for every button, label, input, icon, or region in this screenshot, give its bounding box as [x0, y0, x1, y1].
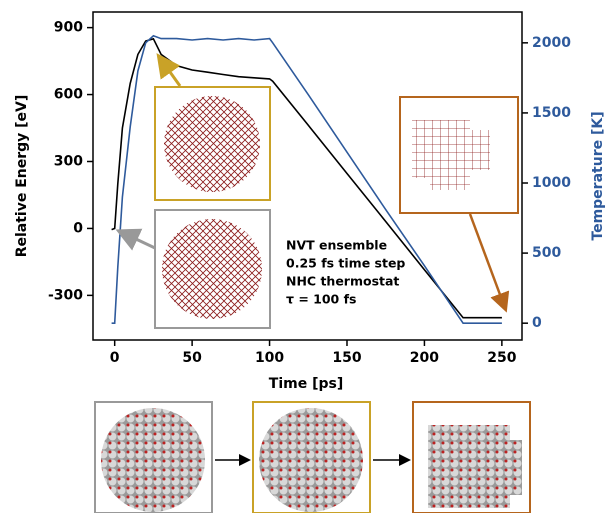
annotation: NHC thermostat	[286, 274, 399, 289]
data-line	[111, 34, 502, 324]
y-tick-label: 0	[73, 220, 83, 236]
x-tick-label: 0	[110, 350, 120, 366]
y-tick-label: 300	[54, 153, 83, 169]
y2-axis-title: Temperature [K]	[590, 111, 606, 240]
arrow	[156, 53, 182, 87]
x-tick-label: 250	[487, 350, 516, 366]
structure-image	[164, 96, 260, 192]
x-tick-label: 50	[182, 350, 202, 366]
y-tick-label: 600	[54, 87, 83, 103]
arrow	[115, 228, 156, 251]
y2-tick-label: 1500	[532, 105, 571, 121]
snapshot-image	[101, 408, 205, 512]
x-tick-label: 100	[255, 350, 284, 366]
x-tick-label: 200	[410, 350, 439, 366]
annotation: τ = 100 fs	[286, 292, 356, 307]
x-tick-label: 150	[332, 350, 361, 366]
insets: NVT ensemble 0.25 fs time step NHC therm…	[115, 53, 519, 329]
arrow	[468, 213, 510, 313]
y2-tick-label: 2000	[532, 35, 571, 51]
plot-area: Time [ps] Relative Energy [eV] Temperatu…	[14, 11, 606, 392]
y-tick-label: 900	[54, 20, 83, 36]
structure-image	[162, 219, 262, 319]
data-line	[111, 37, 502, 319]
y2-tick-label: 500	[532, 245, 561, 261]
snapshot-image	[428, 425, 522, 508]
y2-tick-label: 0	[532, 315, 542, 331]
snapshots	[94, 401, 531, 513]
annotation: NVT ensemble	[286, 238, 387, 253]
plot-frame	[92, 11, 523, 341]
structure-image	[412, 120, 490, 190]
x-axis-title: Time [ps]	[269, 376, 343, 392]
y2-tick-label: 1000	[532, 175, 571, 191]
annotation: 0.25 fs time step	[286, 256, 405, 271]
y-axis-title: Relative Energy [eV]	[14, 95, 30, 258]
snapshot-image	[259, 408, 363, 512]
y-tick-label: -300	[48, 287, 83, 303]
